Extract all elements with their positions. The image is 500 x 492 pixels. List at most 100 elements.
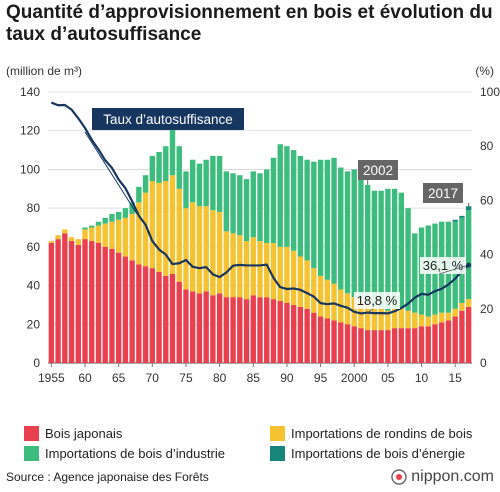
y-right-tick-label: 100	[480, 85, 500, 99]
x-tick-label: 10	[415, 371, 429, 385]
bar-segment	[109, 221, 115, 249]
legend-item-energie: Importations de bois d’énergie	[270, 446, 465, 461]
bar-segment	[257, 297, 263, 363]
source-note: Source : Agence japonaise des Forêts	[6, 470, 209, 484]
bar-segment	[324, 159, 330, 280]
bar-segment	[297, 306, 304, 363]
bar-segment	[391, 188, 398, 309]
x-tick-label: 65	[112, 371, 126, 385]
x-tick-label: 05	[381, 371, 395, 385]
bar-segment	[331, 157, 337, 284]
bar-segment	[237, 175, 243, 236]
bar-segment	[169, 273, 176, 363]
bar-segment	[385, 330, 391, 363]
bar-segment	[324, 279, 330, 319]
bar-segment	[190, 291, 196, 363]
bar-segment	[149, 181, 156, 269]
legend-item-rondins: Importations de rondins de bois	[270, 426, 472, 441]
bar-segment	[216, 155, 223, 213]
bar-segment	[203, 291, 209, 363]
bar-segment	[156, 152, 162, 183]
value-label-leader	[367, 308, 374, 313]
legend-item-bois-japonais: Bois japonais	[24, 426, 122, 441]
left-axis-unit: (million de m³)	[6, 64, 83, 78]
bar-segment	[95, 225, 102, 243]
bar-segment	[317, 159, 324, 276]
value-label: 36,1 %	[423, 258, 464, 273]
bar-segment	[277, 301, 283, 363]
bar-segment	[136, 202, 142, 265]
bar-segment	[290, 150, 297, 251]
bar-segment	[196, 163, 203, 207]
bar-segment	[439, 322, 445, 363]
callout-box	[92, 108, 244, 130]
bar-segment	[311, 268, 317, 313]
bar-segment	[250, 171, 256, 238]
bar-segment	[459, 302, 465, 311]
bar-segment	[465, 206, 472, 211]
bar-segment	[418, 326, 425, 363]
bar-segment	[331, 283, 337, 321]
bar-segment	[398, 328, 405, 363]
y-left-tick-label: 0	[33, 356, 40, 370]
bar-segment	[129, 213, 135, 261]
bar-segment	[465, 306, 472, 363]
bar-segment	[290, 304, 297, 363]
bar-segment	[385, 310, 391, 331]
bar-segment	[297, 256, 304, 307]
y-right-tick-label: 40	[480, 248, 494, 262]
bar-segment	[439, 312, 445, 323]
bar-segment	[452, 219, 458, 222]
bar-segment	[48, 241, 55, 243]
bar-segment	[163, 275, 169, 363]
bar-segment	[122, 256, 129, 363]
x-tick-label: 1955	[38, 371, 65, 385]
bar-segment	[378, 330, 384, 363]
bar-segment	[115, 252, 122, 363]
y-right-tick-label: 0	[480, 356, 487, 370]
bar-segment	[136, 264, 142, 363]
callout-label: Taux d’autosuffisance	[103, 112, 233, 127]
bar-segment	[109, 248, 115, 363]
bar-segment	[129, 202, 135, 214]
value-label-leader	[438, 264, 469, 275]
bar-segment	[391, 308, 398, 329]
bar-segment	[391, 328, 398, 363]
x-tick-label: 85	[247, 371, 261, 385]
bar-segment	[102, 217, 108, 224]
legend-swatch-bois-japonais	[24, 426, 39, 441]
bar-segment	[371, 330, 378, 363]
bar-segment	[358, 301, 364, 329]
bar-segment	[163, 181, 169, 276]
bar-segment	[465, 210, 472, 300]
bar-segment	[48, 242, 55, 363]
bar-segment	[290, 250, 297, 305]
bar-segment	[102, 223, 108, 247]
bar-segment	[216, 212, 223, 294]
legend-swatch-energie	[270, 446, 285, 461]
bar-segment	[264, 169, 270, 243]
x-tick-label: 60	[78, 371, 92, 385]
bar-segment	[304, 308, 310, 363]
y-left-tick-label: 120	[20, 124, 40, 138]
bar-segment	[270, 157, 277, 243]
x-tick-label: 2000	[341, 371, 368, 385]
bar-segment	[89, 225, 95, 228]
bar-segment	[176, 188, 182, 282]
bar-segment	[190, 159, 196, 203]
y-left-tick-label: 140	[20, 85, 40, 99]
bar-segment	[183, 208, 189, 290]
bar-segment	[95, 221, 102, 226]
bar-segment	[398, 192, 405, 309]
x-tick-label: 95	[314, 371, 328, 385]
bar-segment	[277, 246, 283, 302]
x-tick-label: 80	[213, 371, 227, 385]
bar-segment	[317, 316, 324, 363]
bar-segment	[163, 146, 169, 182]
supply-chart: 0 20 40 60 80 100 120 140 0 20 40 60 80 100 1955 60 65 70…	[20, 85, 500, 385]
bar-segment	[243, 179, 250, 242]
bar-segment	[68, 237, 75, 242]
bar-segment	[109, 213, 115, 222]
y-left-tick-label: 100	[20, 162, 40, 176]
bar-segment	[344, 171, 351, 294]
